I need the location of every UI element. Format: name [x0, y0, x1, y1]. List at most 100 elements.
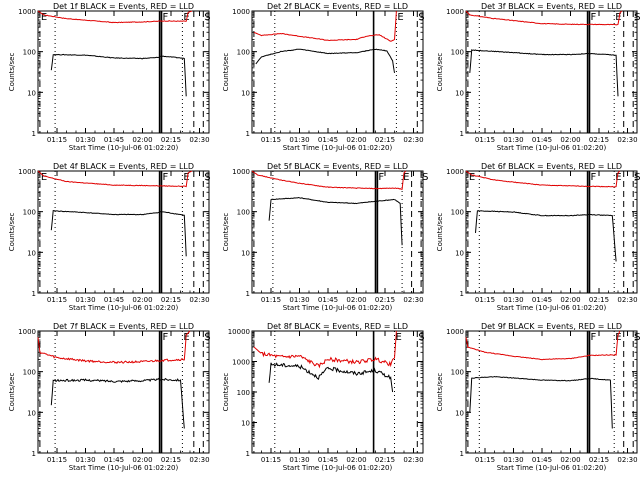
event-marker-label: E — [41, 12, 47, 23]
x-tick-label: 01:30 — [75, 456, 95, 464]
x-axis-label: Start Time (10-Jul-06 01:02:20) — [69, 464, 179, 472]
x-tick-label: 01:30 — [289, 456, 309, 464]
y-tick-label: 1 — [460, 130, 464, 138]
x-tick-label: 01:45 — [318, 296, 338, 304]
events-series-line — [50, 53, 187, 97]
x-tick-label: 02:30 — [403, 136, 423, 144]
y-tick-label: 100 — [237, 49, 250, 57]
event-marker-label: F — [163, 12, 169, 23]
y-axis-label: Counts/sec — [222, 213, 230, 252]
axes-box — [465, 170, 638, 294]
axes-box — [251, 10, 424, 134]
lld-series-line — [37, 330, 191, 364]
events-series-line — [268, 196, 403, 246]
y-tick-label: 100 — [451, 369, 464, 377]
x-tick-label: 01:45 — [104, 136, 124, 144]
y-axis-label: Counts/sec — [436, 213, 444, 252]
x-tick-label: 01:30 — [503, 456, 523, 464]
panel-title: Det 7f BLACK = Events, RED = LLD — [53, 322, 194, 331]
y-tick-label: 1 — [32, 450, 36, 458]
detector-panel: Det 5f BLACK = Events, RED = LLD 1 10 100 10… — [222, 162, 428, 312]
detector-panel: Det 1f BLACK = Events, RED = LLD 1 10 100 10… — [8, 2, 211, 152]
x-tick-label: 02:30 — [403, 456, 423, 464]
event-marker-label: F — [591, 332, 597, 343]
x-axis-label: Start Time (10-Jul-06 01:02:20) — [69, 304, 179, 312]
axes-box — [37, 330, 210, 454]
x-tick-label: 02:00 — [346, 296, 366, 304]
x-tick-label: 02:15 — [589, 296, 609, 304]
x-tick-label: 01:30 — [75, 136, 95, 144]
x-tick-label: 02:00 — [560, 296, 580, 304]
x-tick-label: 01:15 — [475, 296, 495, 304]
event-marker-label: F — [163, 172, 169, 183]
x-axis-label: Start Time (10-Jul-06 01:02:20) — [283, 304, 393, 312]
y-tick-label: 10 — [27, 409, 36, 417]
y-tick-label: 1 — [246, 130, 250, 138]
x-tick-label: 01:15 — [475, 136, 495, 144]
event-marker-label: E — [183, 172, 189, 183]
event-marker-label: S — [418, 12, 424, 23]
y-tick-label: 1 — [460, 290, 464, 298]
y-tick-label: 1000 — [232, 168, 250, 176]
axes-box — [37, 10, 210, 134]
detector-panel: Det 8f BLACK = Events, RED = LLD 1 10 100 10… — [222, 322, 425, 472]
axes-box — [251, 330, 424, 454]
y-tick-label: 10 — [27, 89, 36, 97]
x-tick-label: 02:15 — [589, 136, 609, 144]
x-tick-label: 02:00 — [560, 136, 580, 144]
event-marker-label: E — [615, 12, 621, 23]
lld-series-line — [253, 10, 397, 42]
panel-title: Det 4f BLACK = Events, RED = LLD — [53, 162, 194, 171]
x-axis-label: Start Time (10-Jul-06 01:02:20) — [497, 464, 607, 472]
x-tick-label: 01:15 — [47, 296, 67, 304]
y-axis-label: Counts/sec — [222, 373, 230, 412]
panel-title: Det 2f BLACK = Events, RED = LLD — [267, 2, 408, 11]
events-series-line — [469, 49, 619, 97]
y-tick-label: 1000 — [446, 168, 464, 176]
x-tick-label: 02:00 — [346, 136, 366, 144]
detector-panel: Det 7f BLACK = Events, RED = LLD 1 10 100 10… — [8, 322, 211, 472]
x-tick-label: 01:30 — [503, 296, 523, 304]
events-series-line — [255, 48, 395, 73]
y-tick-label: 10 — [241, 420, 250, 428]
x-tick-label: 01:30 — [289, 136, 309, 144]
event-marker-label: E — [615, 172, 621, 183]
x-tick-label: 01:30 — [75, 296, 95, 304]
detector-panel: Det 3f BLACK = Events, RED = LLD 1 10 100 10… — [436, 2, 640, 152]
x-tick-label: 02:15 — [375, 296, 395, 304]
x-axis-label: Start Time (10-Jul-06 01:02:20) — [69, 144, 179, 152]
x-tick-label: 02:30 — [403, 296, 423, 304]
event-marker-label: F — [591, 12, 597, 23]
event-marker-label: S — [204, 332, 210, 343]
axes-box — [251, 170, 424, 294]
x-tick-label: 02:15 — [375, 136, 395, 144]
y-tick-label: 10 — [241, 249, 250, 257]
event-marker-label: F — [378, 172, 384, 183]
x-tick-label: 02:30 — [189, 136, 209, 144]
y-tick-label: 10000 — [228, 328, 250, 336]
x-tick-label: 02:00 — [346, 456, 366, 464]
y-tick-label: 10 — [455, 409, 464, 417]
x-tick-label: 01:45 — [532, 296, 552, 304]
event-marker-label: S — [204, 172, 210, 183]
x-axis-label: Start Time (10-Jul-06 01:02:20) — [283, 464, 393, 472]
x-tick-label: 01:45 — [318, 456, 338, 464]
y-tick-label: 1 — [246, 450, 250, 458]
panel-title: Det 9f BLACK = Events, RED = LLD — [481, 322, 622, 331]
lld-series-line — [37, 170, 193, 188]
x-tick-label: 02:00 — [132, 296, 152, 304]
y-tick-label: 1000 — [18, 8, 36, 16]
x-tick-label: 02:00 — [132, 136, 152, 144]
lld-series-line — [253, 330, 397, 369]
x-axis-label: Start Time (10-Jul-06 01:02:20) — [497, 304, 607, 312]
x-tick-label: 02:30 — [617, 456, 637, 464]
events-series-line — [268, 362, 394, 393]
y-tick-label: 10 — [455, 89, 464, 97]
y-tick-label: 1 — [460, 450, 464, 458]
panel-title: Det 8f BLACK = Events, RED = LLD — [267, 322, 408, 331]
y-tick-label: 100 — [23, 209, 36, 217]
event-marker-label: E — [615, 332, 621, 343]
event-marker-label: E — [183, 332, 189, 343]
event-marker-label: S — [418, 332, 424, 343]
